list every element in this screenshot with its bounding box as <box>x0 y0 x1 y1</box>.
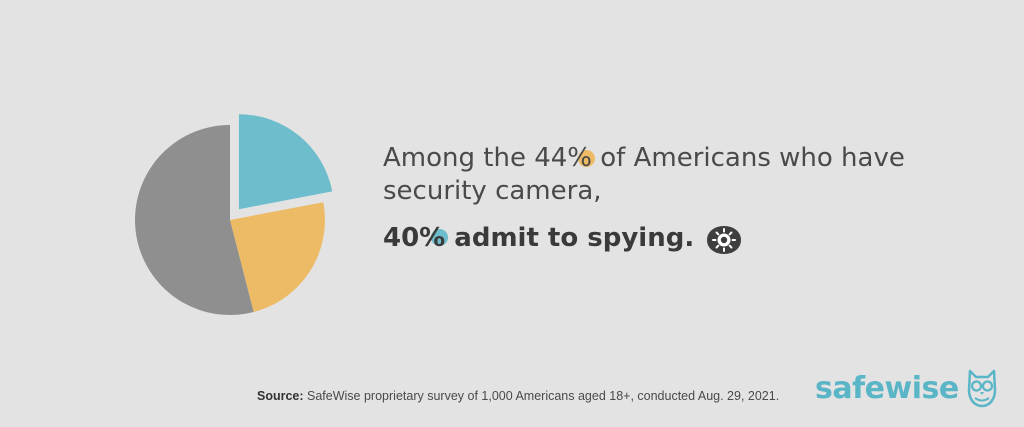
brand-name: safewise <box>815 370 959 406</box>
headline-highlight: 44% <box>534 143 592 173</box>
pie-slice-1 <box>238 114 333 210</box>
headline-suffix: of Americans who have security camera, <box>383 143 905 206</box>
pie-chart <box>135 114 333 315</box>
source-note: Source: SafeWise proprietary survey of 1… <box>257 389 779 403</box>
emphasis-line: 40% admit to spying. <box>383 222 742 255</box>
brand-logo[interactable]: safewise <box>815 368 999 408</box>
pie-slice-3 <box>135 125 254 315</box>
emphasis-text: admit to spying. <box>445 223 695 253</box>
owl-icon <box>967 369 996 408</box>
emphasis-highlight: 40% <box>383 223 449 253</box>
headline-prefix: Among the <box>383 143 535 173</box>
headline: Among the 44% of Americans who have secu… <box>383 142 943 208</box>
eye-icon <box>706 224 742 256</box>
source-label: Source: <box>257 389 304 403</box>
source-text: SafeWise proprietary survey of 1,000 Ame… <box>303 389 780 403</box>
pie-slice-2 <box>230 202 325 313</box>
